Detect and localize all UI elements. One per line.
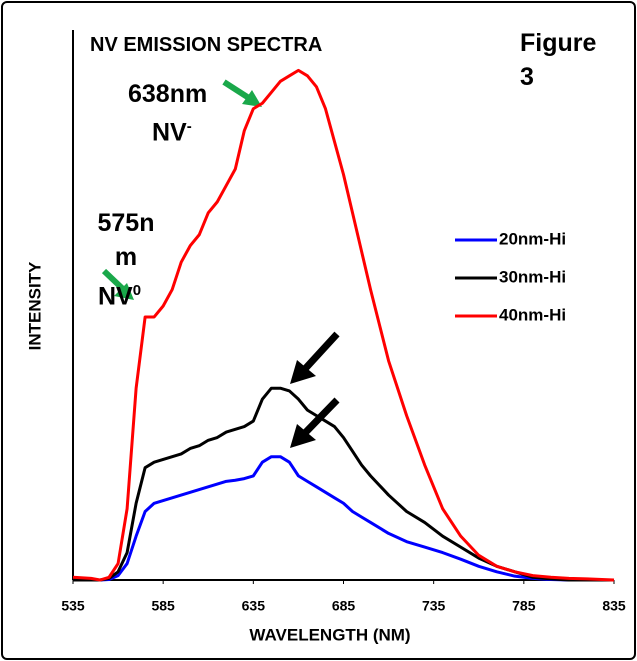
x-tick-label: 835	[602, 598, 626, 614]
x-tick-label: 585	[151, 598, 175, 614]
series-line	[73, 455, 614, 582]
series-line	[72, 68, 615, 582]
x-tick-label: 535	[61, 598, 85, 614]
black-arrows	[290, 331, 340, 448]
legend-label: 40nm-Hi	[499, 305, 566, 324]
annotation: NV	[98, 282, 133, 311]
x-tick-label: 635	[242, 598, 266, 614]
annotation: NV-	[152, 118, 192, 147]
green-arrows	[101, 79, 262, 300]
legend-label: 20nm-Hi	[499, 229, 566, 248]
x-tick-label: 735	[422, 598, 446, 614]
legend-label: 30nm-Hi	[499, 267, 566, 286]
series-line	[73, 386, 614, 582]
x-tick-label: 685	[332, 598, 356, 614]
figure-label: Figure 3	[520, 29, 597, 91]
annotation-superscript: -	[186, 118, 192, 135]
chart-title: NV EMISSION SPECTRA	[90, 34, 323, 56]
x-axis-label: WAVELENGTH (NM)	[249, 625, 410, 644]
annotation-superscript: 0	[132, 282, 142, 299]
annotation: 638nm	[128, 80, 208, 108]
y-axis-label: INTENSITY	[25, 261, 44, 350]
annotation: 575nm	[97, 209, 155, 271]
annotation: NV0	[98, 282, 141, 311]
x-tick-label: 785	[512, 598, 536, 614]
annotation: NV	[152, 118, 187, 147]
